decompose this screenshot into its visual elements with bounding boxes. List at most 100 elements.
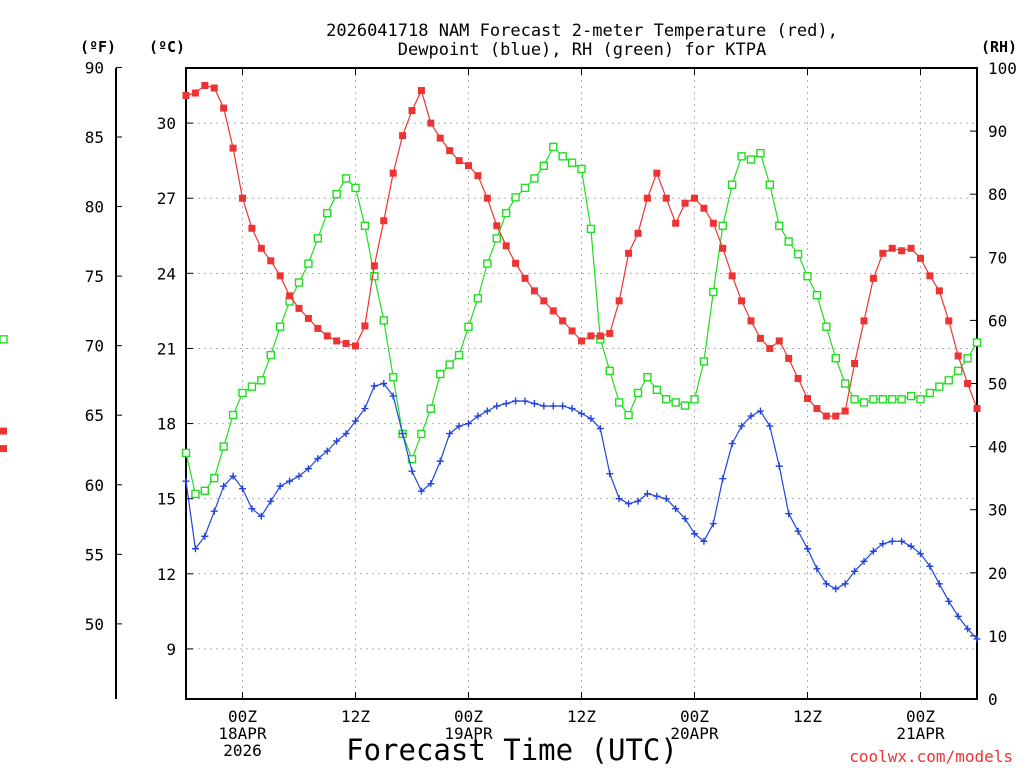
- dewpoint-point: [408, 467, 416, 475]
- x-tick-label: 12Z: [793, 707, 822, 726]
- temperature-point: [869, 274, 877, 282]
- rh-point: [906, 391, 916, 401]
- temperature-point: [747, 317, 755, 325]
- temperature-point: [220, 104, 228, 112]
- rh-point: [897, 395, 906, 404]
- dewpoint-point: [596, 425, 604, 433]
- temperature-point: [493, 222, 501, 230]
- dewpoint-point: [182, 477, 190, 485]
- temperature-point: [342, 339, 350, 347]
- temperature-point: [352, 342, 359, 350]
- dewpoint-point: [766, 422, 774, 430]
- temperature-point: [596, 332, 604, 340]
- temperature-point: [295, 304, 303, 312]
- temperature-point: [709, 219, 717, 227]
- rh-unit-label: (RH): [981, 38, 1017, 56]
- rh-point: [671, 398, 680, 407]
- dewpoint-point: [973, 635, 981, 643]
- x-tick-label: 00Z: [228, 707, 257, 726]
- dewpoint-point: [804, 545, 811, 553]
- dewpoint-point: [700, 537, 708, 545]
- rh-point: [360, 221, 370, 230]
- fahrenheit-axis: 50 55 60 65 70 75 80 85 90: [85, 58, 122, 634]
- dewpoint-point: [483, 407, 491, 415]
- temperature-point: [229, 144, 237, 152]
- rh-point: [822, 322, 831, 331]
- temperature-point: [879, 249, 887, 257]
- rh-tick-label: 60: [988, 311, 1007, 330]
- rh-point: [624, 410, 633, 420]
- temperature-point: [304, 314, 312, 322]
- dewpoint-point: [756, 407, 764, 415]
- dewpoint-point: [417, 487, 425, 495]
- temperature-point: [681, 199, 689, 207]
- dewpoint-point: [672, 505, 680, 513]
- temperature-point: [191, 89, 199, 97]
- dewpoint-point: [465, 420, 472, 428]
- temperature-point: [615, 297, 623, 305]
- dewpoint-point: [314, 455, 322, 463]
- fahrenheit-tick-label: 50: [85, 615, 104, 634]
- rh-point: [963, 354, 972, 363]
- temperature-point: [898, 247, 906, 255]
- temperature-point: [935, 287, 943, 295]
- temperature-point: [239, 194, 246, 202]
- temperature-point: [775, 337, 783, 345]
- celsius-unit-label: (ºC): [149, 38, 185, 56]
- chart-title-line1: 2026041718 NAM Forecast 2-meter Temperat…: [326, 21, 838, 41]
- rh-point: [577, 164, 586, 174]
- temperature-point: [380, 217, 388, 225]
- temperature-point: [691, 194, 698, 202]
- temperature-point: [822, 412, 830, 420]
- rh-point: [294, 278, 304, 287]
- dewpoint-point: [964, 625, 972, 633]
- dewpoint-point: [333, 437, 341, 445]
- dewpoint-point: [945, 597, 953, 605]
- temperature-point: [370, 262, 378, 270]
- temperature-point: [964, 380, 972, 387]
- rh-point: [257, 376, 266, 385]
- rh-point: [888, 395, 897, 404]
- dewpoint-point: [191, 545, 199, 553]
- rh-point: [341, 174, 351, 183]
- dewpoint-point: [907, 542, 915, 550]
- dewpoint-point: [869, 547, 877, 555]
- temperature-point: [512, 259, 520, 267]
- temperature-point: [182, 92, 190, 100]
- dewpoint-point: [380, 380, 388, 387]
- dewpoint-point: [276, 482, 284, 490]
- dewpoint-point: [210, 507, 218, 515]
- dewpoint-point: [606, 470, 614, 478]
- dewpoint-series: [182, 380, 981, 643]
- rh-point: [935, 382, 944, 391]
- rh-point: [633, 388, 643, 398]
- rh-point: [812, 290, 822, 300]
- rh-point: [454, 350, 464, 360]
- dewpoint-point: [512, 397, 520, 405]
- dewpoint-point: [248, 505, 256, 513]
- rh-point: [756, 148, 765, 158]
- rh-point: [558, 152, 567, 161]
- temperature-point: [502, 242, 510, 250]
- rh-point: [567, 158, 577, 167]
- dewpoint-point: [634, 497, 642, 505]
- fahrenheit-tick-label: 80: [85, 198, 104, 217]
- rh-tick-label: 100: [988, 59, 1017, 78]
- rh-point: [953, 366, 963, 376]
- temperature-point: [483, 194, 491, 202]
- rh-point: [775, 221, 784, 230]
- celsius-tick-label: 12: [157, 565, 176, 584]
- fahrenheit-tick-label: 55: [85, 545, 104, 564]
- temperature-series: [0, 82, 981, 453]
- rh-axis: 0 10 20 30 40 50 60 70 80 90 100: [970, 59, 1017, 709]
- rh-point: [690, 395, 699, 404]
- rh-point: [605, 366, 614, 376]
- dewpoint-point: [822, 580, 830, 588]
- dewpoint-point: [427, 480, 435, 488]
- dewpoint-point: [832, 585, 840, 593]
- rh-point: [351, 183, 360, 193]
- dewpoint-point: [653, 492, 661, 500]
- temperature-point: [399, 132, 407, 140]
- rh-point: [643, 372, 652, 382]
